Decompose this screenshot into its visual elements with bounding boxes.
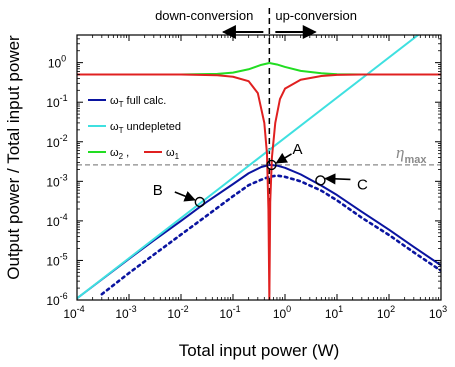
y-tick-label: 10-2 xyxy=(46,133,67,150)
y-tick-label: 10-5 xyxy=(46,251,67,268)
x-tick-label: 10-2 xyxy=(167,304,188,321)
plot-frame xyxy=(76,34,442,301)
series-line-undepleted xyxy=(77,35,420,300)
tick-layer: 10-4 10-3 10-2 10-1 100 101 102 103 10-6 10-5 10-4… xyxy=(46,34,447,321)
point-c-label: C xyxy=(357,176,368,193)
series-line-w1 xyxy=(77,73,441,300)
down-conversion-label: down-conversion xyxy=(155,8,253,23)
legend-entry-3: ω2 , xyxy=(110,147,129,161)
legend-entry-1: ωT full calc. xyxy=(110,95,166,109)
series-line-dotted xyxy=(100,174,441,296)
series-line-full xyxy=(77,163,441,300)
point-b-marker xyxy=(194,196,206,208)
annotation-layer: down-conversion up-conversion ηmax A B C xyxy=(153,8,427,208)
x-tick-label: 10-3 xyxy=(115,304,136,321)
y-tick-label: 100 xyxy=(48,54,66,71)
y-axis-title: Output power / Total input power xyxy=(4,35,23,280)
point-a-label: A xyxy=(292,141,302,158)
x-axis-title: Total input power (W) xyxy=(179,341,340,360)
point-a-arrow-icon xyxy=(275,152,292,164)
point-c-marker xyxy=(315,175,326,186)
y-tick-label: 10-1 xyxy=(46,93,67,110)
y-tick-label: 10-4 xyxy=(46,212,67,229)
legend-entry-3b: ω1 xyxy=(166,147,180,161)
series-line-w2 xyxy=(77,62,441,76)
x-tick-label: 100 xyxy=(273,304,291,321)
x-tick-label: 103 xyxy=(429,304,447,321)
axis-titles: Total input power (W) Output power / Tota… xyxy=(4,35,339,360)
series-layer xyxy=(77,35,441,300)
point-a-marker xyxy=(266,159,277,171)
point-b-label: B xyxy=(153,182,163,199)
x-tick-label: 10-4 xyxy=(63,304,84,321)
x-tick-label: 102 xyxy=(377,304,395,321)
point-b-arrow-icon xyxy=(174,191,196,202)
up-conversion-label: up-conversion xyxy=(275,8,357,23)
x-tick-label: 101 xyxy=(325,304,343,321)
point-c-arrow-icon xyxy=(324,173,351,185)
plot-border xyxy=(76,34,442,301)
x-tick-label: 10-1 xyxy=(219,304,240,321)
legend: ωT full calc. ωT undepleted ω2 , ω1 xyxy=(88,95,181,161)
eta-max-label: ηmax xyxy=(396,143,427,166)
y-tick-label: 10-3 xyxy=(46,172,67,189)
legend-entry-2: ωT undepleted xyxy=(110,121,181,135)
y-tick-label: 10-6 xyxy=(46,291,67,308)
